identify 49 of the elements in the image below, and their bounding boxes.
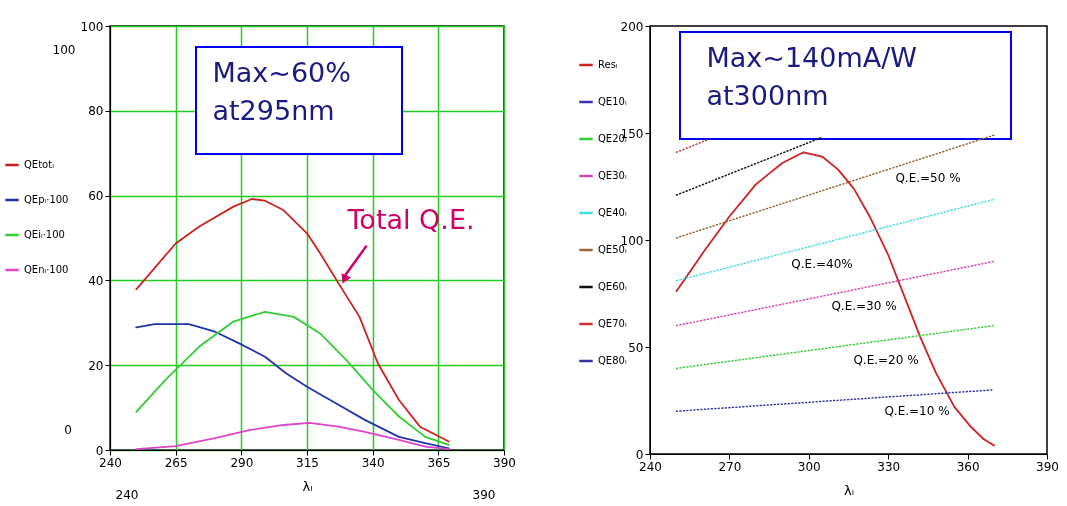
legend-label: QEpₗ·100 [24, 194, 69, 205]
y-tick-label: 60 [88, 189, 104, 204]
line-series [135, 421, 450, 451]
y-tick-label: 0 [95, 443, 104, 458]
y-tick-label: 50 [628, 340, 644, 355]
x-tick-label: 270 [718, 459, 742, 474]
legend-label: QE50ₗ [598, 244, 627, 255]
x-axis-title: λₗ [302, 478, 313, 494]
legend-label: QE30ₗ [598, 170, 627, 181]
line-series [675, 151, 995, 447]
y-tick-label: 200 [620, 19, 644, 34]
x-tick-label: 330 [877, 459, 901, 474]
x-tick-label: 300 [797, 459, 821, 474]
x-tick-label: 390 [493, 455, 516, 470]
y-tick-label: 20 [88, 358, 104, 373]
x-tick-label: 360 [956, 459, 980, 474]
x-tick-label: 290 [230, 455, 254, 470]
annotation: Q.E.=20 % [853, 353, 919, 367]
x-tick-label: 365 [427, 455, 451, 470]
annotation: Max~60% at295nm [212, 57, 351, 126]
x-tick-label: 340 [361, 455, 385, 470]
legend-label: QEiₗ·100 [24, 229, 65, 240]
y-tick-label: 0 [635, 447, 644, 462]
legend-label: QE10ₗ [598, 96, 627, 107]
annotation: Q.E.=10 % [884, 404, 950, 418]
annotation: Q.E.=30 % [831, 299, 897, 313]
annotation: Q.E.=40% [791, 257, 853, 271]
legend-label: QE70ₗ [598, 318, 627, 329]
legend-label: QE80ₗ [598, 355, 627, 366]
x-tick-label: 265 [164, 455, 188, 470]
x-axis-title: λₗ [844, 482, 854, 498]
annotation: Q.E.=50 % [895, 171, 961, 185]
x-tick-label: 240 [99, 455, 122, 470]
text: 0 [64, 423, 72, 437]
y-tick-label: 100 [80, 19, 104, 34]
y-tick-label: 80 [88, 104, 104, 119]
x-tick-label: 390 [1036, 459, 1059, 474]
legend-label: QEnₗ·100 [24, 264, 69, 275]
legend-label: Resₗ [598, 59, 618, 70]
x-tick-label: 240 [639, 459, 662, 474]
text: 240 [115, 488, 139, 502]
annotation: Max~140mA/W at300nm [706, 42, 918, 111]
legend-label: QE40ₗ [598, 207, 627, 218]
text: 100 [52, 43, 76, 57]
legend-label: QE60ₗ [598, 281, 627, 292]
legend-label: QEtotₗ [24, 159, 55, 170]
x-tick-label: 315 [296, 455, 319, 470]
text: 390 [472, 488, 496, 502]
y-tick-label: 40 [88, 273, 104, 288]
